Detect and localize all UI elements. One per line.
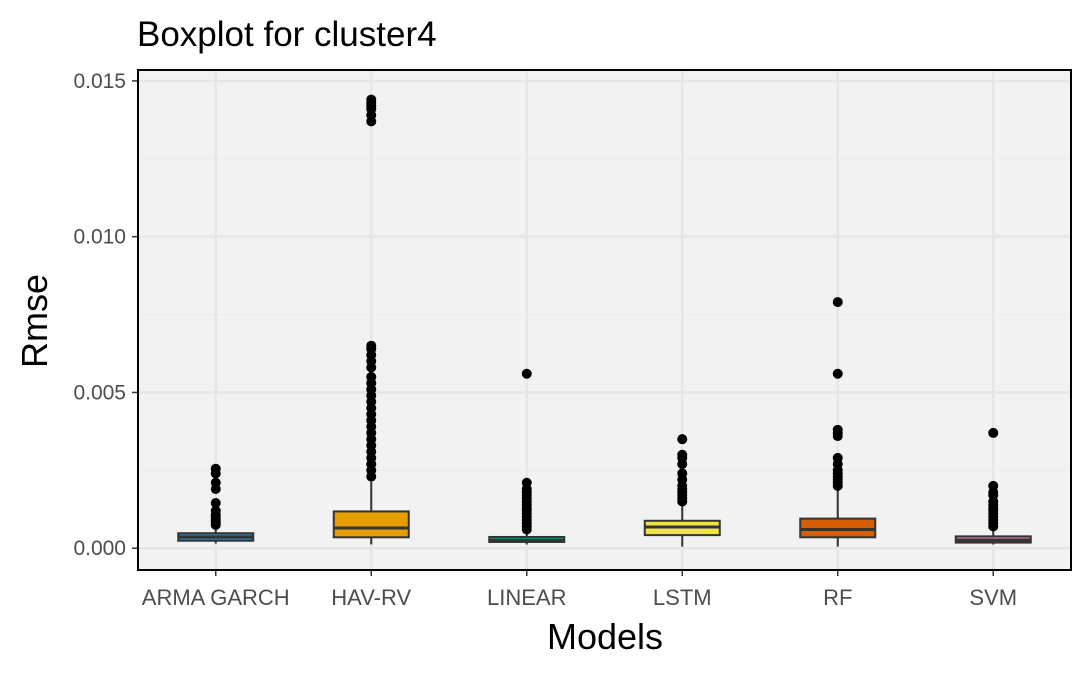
plot-panel <box>138 70 1071 570</box>
plot-border <box>137 69 1072 571</box>
x-tick-label: LSTM <box>653 585 712 610</box>
outlier-point <box>366 340 377 351</box>
x-tick-label: LINEAR <box>487 585 566 610</box>
outlier-point <box>210 505 221 516</box>
box-group <box>332 94 410 545</box>
outlier-point <box>210 463 221 474</box>
outlier-point <box>210 498 221 509</box>
x-axis-title: Models <box>547 616 663 657</box>
x-tick-label: ARMA GARCH <box>142 585 290 610</box>
box-group <box>643 434 721 547</box>
y-axis-title: Rmse <box>14 274 55 368</box>
outlier-point <box>677 449 688 460</box>
y-tick-label: 0.015 <box>73 70 126 93</box>
outlier-point <box>677 468 688 479</box>
outlier-point <box>366 94 377 105</box>
outlier-point <box>988 427 999 438</box>
chart-title: Boxplot for cluster4 <box>137 15 437 54</box>
box-group <box>488 368 566 545</box>
x-tick-label: SVM <box>969 585 1017 610</box>
y-tick-label: 0.000 <box>73 537 126 560</box>
outlier-point <box>521 477 532 488</box>
y-axis-ticks: 0.000 0.005 0.010 0.015 <box>73 70 138 560</box>
outlier-point <box>366 371 377 382</box>
y-tick-label: 0.005 <box>73 381 126 404</box>
x-tick-label: RF <box>823 585 852 610</box>
outlier-point <box>988 480 999 491</box>
box-iqr <box>332 510 410 539</box>
x-tick-label: HAV-RV <box>331 585 411 610</box>
x-axis-ticks: ARMA GARCH HAV-RV LINEAR LSTM RF SVM <box>142 570 1017 610</box>
y-tick-label: 0.010 <box>73 226 126 249</box>
boxes-layer <box>177 94 1032 547</box>
outlier-point <box>832 424 843 435</box>
outlier-point <box>521 368 532 379</box>
outlier-point <box>832 452 843 463</box>
outlier-point <box>832 368 843 379</box>
box-group <box>799 297 877 547</box>
box-group <box>177 463 255 544</box>
box-iqr <box>799 517 877 539</box>
box-group <box>954 427 1032 545</box>
outlier-point <box>832 297 843 308</box>
outlier-point <box>677 434 688 445</box>
outlier-point <box>210 477 221 488</box>
